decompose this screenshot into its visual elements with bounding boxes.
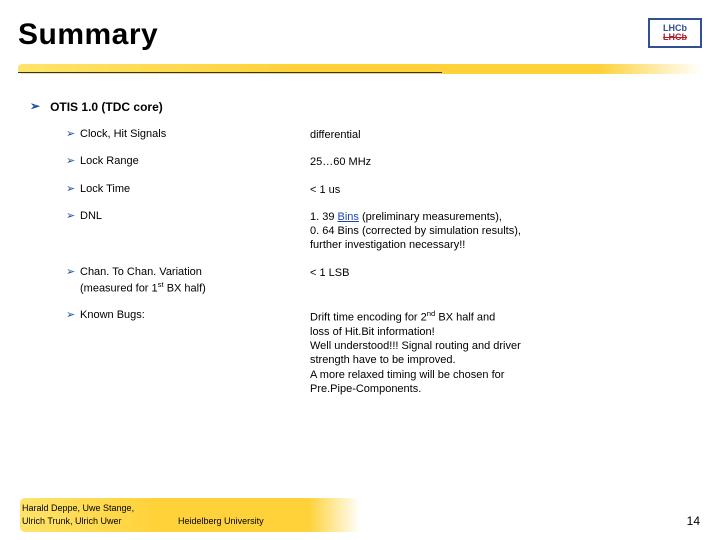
section-heading: ➢ OTIS 1.0 (TDC core) [30, 100, 700, 114]
spec-row: ➢Clock, Hit Signalsdifferential [66, 128, 700, 142]
spec-label: DNL [80, 210, 310, 224]
footer-university: Heidelberg University [178, 515, 264, 528]
chevron-icon: ➢ [66, 183, 80, 197]
underline-line [18, 72, 442, 73]
spec-value: < 1 LSB [310, 266, 700, 280]
chevron-icon: ➢ [66, 210, 80, 224]
page-title: Summary [18, 18, 158, 52]
spec-row: ➢Lock Range25…60 MHz [66, 155, 700, 169]
title-underline [18, 58, 702, 76]
footer-text: Harald Deppe, Uwe Stange, Ulrich Trunk, … [20, 498, 360, 532]
logo-line2: LHCb [663, 33, 687, 42]
spec-value: Drift time encoding for 2nd BX half andl… [310, 309, 700, 396]
spec-value: 1. 39 Bins (preliminary measurements),0.… [310, 210, 700, 253]
spec-value: < 1 us [310, 183, 700, 197]
footer-authors: Ulrich Trunk, Ulrich Uwer [22, 516, 122, 526]
spec-label: Lock Range [80, 155, 310, 169]
spec-value: 25…60 MHz [310, 155, 700, 169]
spec-label: Known Bugs: [80, 309, 310, 323]
slide: Summary LHCb LHCb ➢ OTIS 1.0 (TDC core) … [0, 0, 720, 540]
section-label: OTIS 1.0 (TDC core) [50, 100, 163, 114]
footer-line1: Harald Deppe, Uwe Stange, [22, 502, 354, 515]
spec-label: Clock, Hit Signals [80, 128, 310, 142]
spec-rows: ➢Clock, Hit Signalsdifferential➢Lock Ran… [66, 128, 700, 396]
spec-value: differential [310, 128, 700, 142]
spec-row: ➢Known Bugs:Drift time encoding for 2nd … [66, 309, 700, 396]
chevron-icon: ➢ [66, 155, 80, 169]
spec-row: ➢Lock Time< 1 us [66, 183, 700, 197]
title-row: Summary LHCb LHCb [18, 18, 702, 52]
chevron-icon: ➢ [66, 128, 80, 142]
footer-line2: Ulrich Trunk, Ulrich Uwer Heidelberg Uni… [22, 515, 354, 528]
spec-row: ➢DNL1. 39 Bins (preliminary measurements… [66, 210, 700, 253]
chevron-icon: ➢ [66, 266, 80, 280]
spec-label: Chan. To Chan. Variation(measured for 1s… [80, 266, 310, 296]
page-number: 14 [687, 514, 700, 528]
content-area: ➢ OTIS 1.0 (TDC core) ➢Clock, Hit Signal… [30, 100, 700, 409]
spec-label: Lock Time [80, 183, 310, 197]
spec-row: ➢Chan. To Chan. Variation(measured for 1… [66, 266, 700, 296]
logo: LHCb LHCb [648, 18, 702, 48]
chevron-icon: ➢ [66, 309, 80, 323]
chevron-icon: ➢ [30, 100, 40, 114]
footer: Harald Deppe, Uwe Stange, Ulrich Trunk, … [20, 498, 360, 532]
